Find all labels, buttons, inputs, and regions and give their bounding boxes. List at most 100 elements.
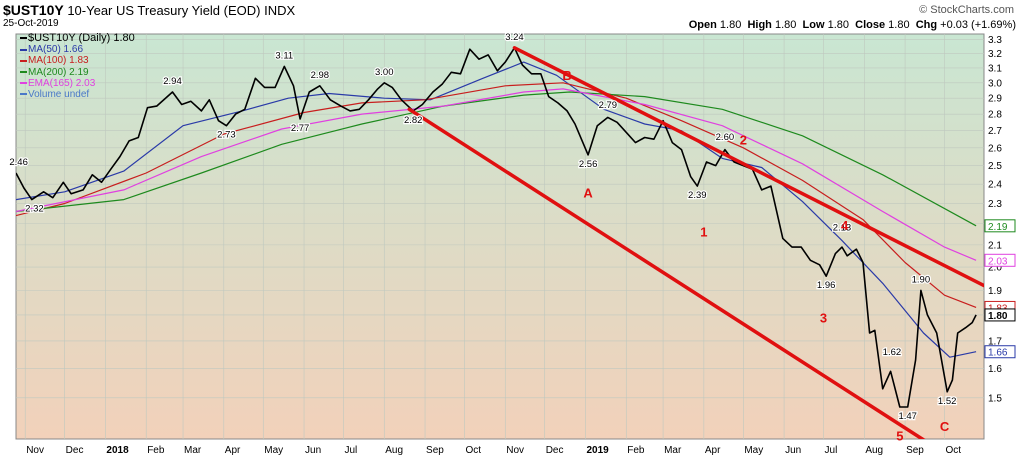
legend-item: Volume undef xyxy=(20,89,135,100)
series-line-ma-100 xyxy=(16,82,977,308)
value-tag-label: 2.19 xyxy=(988,222,1008,233)
price-label: 3.11 xyxy=(275,50,293,61)
chart-date: 25-Oct-2019 xyxy=(3,18,59,29)
price-label: 3.00 xyxy=(375,67,394,78)
value-tag xyxy=(984,308,1016,322)
series-line-ema-165 xyxy=(16,88,977,261)
low-value: 1.80 xyxy=(827,19,849,31)
legend-item: MA(100) 1.83 xyxy=(20,55,135,66)
x-tick-label: Nov xyxy=(26,445,44,456)
y-tick-label: 3.3 xyxy=(988,35,1002,46)
value-tag-label: 2.03 xyxy=(988,256,1008,267)
x-tick-label: Jul xyxy=(825,445,838,456)
y-tick-label: 1.5 xyxy=(988,393,1002,404)
price-label: 2.79 xyxy=(599,100,618,111)
x-tick-label: Sep xyxy=(906,445,924,456)
ohlc-readout: Open 1.80 High 1.80 Low 1.80 Close 1.80 … xyxy=(689,19,1016,31)
value-tag-label: 1.80 xyxy=(988,311,1008,322)
legend-item: $UST10Y (Daily) 1.80 xyxy=(20,32,135,44)
wave-label: 3 xyxy=(820,311,827,326)
price-label: 2.39 xyxy=(688,190,707,201)
symbol-name: 10-Year US Treasury Yield (EOD) xyxy=(67,3,261,18)
wave-label: 4 xyxy=(841,218,849,233)
price-label: 1.47 xyxy=(898,411,917,422)
price-label: 1.90 xyxy=(912,274,931,285)
legend-label: $UST10Y (Daily) 1.80 xyxy=(28,32,135,44)
y-tick-label: 2.3 xyxy=(988,199,1002,210)
x-tick-label: Dec xyxy=(66,445,84,456)
low-label: Low xyxy=(802,19,825,31)
price-label: 2.56 xyxy=(579,159,598,170)
x-tick-label: Mar xyxy=(664,445,682,456)
wave-label: 5 xyxy=(896,429,903,444)
x-axis: Nov Dec 2018 Feb Mar Apr May Jun Jul Aug Sep Oct Nov… xyxy=(26,445,961,456)
price-label: 2.94 xyxy=(163,76,182,87)
price-label: 2.13 xyxy=(833,222,852,233)
brand-label: © StockCharts.com xyxy=(919,4,1014,16)
open-value: 1.80 xyxy=(719,19,742,31)
exchange: INDX xyxy=(264,3,296,18)
price-label: 2.46 xyxy=(9,157,28,168)
y-tick-label: 2.6 xyxy=(988,143,1002,154)
trend-lines xyxy=(407,46,984,439)
price-label: 2.60 xyxy=(716,132,735,143)
close-label: Close xyxy=(855,19,886,31)
value-tag xyxy=(984,345,1016,359)
series-group xyxy=(16,47,977,408)
legend-label: MA(200) 2.19 xyxy=(28,66,89,78)
legend-item: MA(200) 2.19 xyxy=(20,67,135,78)
x-tick-label: 2018 xyxy=(106,445,129,456)
price-label: 2.98 xyxy=(311,70,330,81)
y-tick-label: 2.5 xyxy=(988,161,1002,172)
legend-item: MA(50) 1.66 xyxy=(20,44,135,55)
legend-swatch xyxy=(20,82,27,85)
chg-label: Chg xyxy=(915,19,938,31)
y-tick-label: 3.1 xyxy=(988,63,1002,74)
legend-label: MA(50) 1.66 xyxy=(28,44,84,56)
price-label: 2.73 xyxy=(217,130,236,141)
price-label: 2.82 xyxy=(404,115,423,126)
y-tick-label: 2.0 xyxy=(988,263,1002,274)
trend-line xyxy=(512,46,984,288)
y-tick-label: 2.4 xyxy=(988,180,1002,191)
wave-label: C xyxy=(940,419,950,434)
high-value: 1.80 xyxy=(774,19,797,31)
price-label: 3.24 xyxy=(505,32,524,43)
plot-area xyxy=(15,33,985,440)
series-line-ma-200 xyxy=(16,91,977,227)
x-tick-label: Jun xyxy=(785,445,801,456)
wave-label: 2 xyxy=(740,132,747,147)
price-label: 2.32 xyxy=(25,204,44,215)
y-tick-label: 2.8 xyxy=(988,110,1002,121)
legend-swatch xyxy=(20,48,27,51)
legend-swatch xyxy=(20,93,27,96)
y-tick-label: 2.9 xyxy=(988,94,1002,105)
legend-item: EMA(165) 2.03 xyxy=(20,78,135,89)
high-label: High xyxy=(747,19,772,31)
series-line-ma-50 xyxy=(16,61,977,358)
x-tick-label: Jul xyxy=(344,445,357,456)
close-value: 1.80 xyxy=(888,19,910,31)
x-tick-label: Oct xyxy=(465,445,481,456)
right-value-labels: 2.192.031.831.801.66 xyxy=(984,219,1016,359)
y-tick-label: 1.6 xyxy=(988,364,1002,375)
x-tick-label: Oct xyxy=(946,445,962,456)
legend: $UST10Y (Daily) 1.80 MA(50) 1.66 MA(100)… xyxy=(20,32,135,100)
symbol: $UST10Y xyxy=(3,2,64,18)
x-tick-label: Dec xyxy=(546,445,564,456)
legend-swatch xyxy=(20,70,27,73)
wave-annotations: B A 1 2 3 4 5 C xyxy=(562,68,949,444)
y-tick-label: 3.0 xyxy=(988,78,1002,89)
x-tick-label: Jun xyxy=(305,445,321,456)
chart-title: $UST10Y 10-Year US Treasury Yield (EOD) … xyxy=(3,2,295,18)
wave-label: B xyxy=(562,68,571,83)
x-tick-label: Feb xyxy=(147,445,165,456)
x-tick-label: May xyxy=(264,445,283,456)
x-tick-label: Aug xyxy=(385,445,403,456)
price-labels: 2.46 2.32 2.94 2.73 3.11 2.77 2.98 3.00 2.82 3.24… xyxy=(8,31,957,424)
y-tick-label: 1.7 xyxy=(988,336,1002,347)
y-tick-label: 2.1 xyxy=(988,240,1002,251)
legend-swatch xyxy=(20,59,27,62)
x-tick-label: Mar xyxy=(184,445,202,456)
wave-label: A xyxy=(583,186,593,201)
